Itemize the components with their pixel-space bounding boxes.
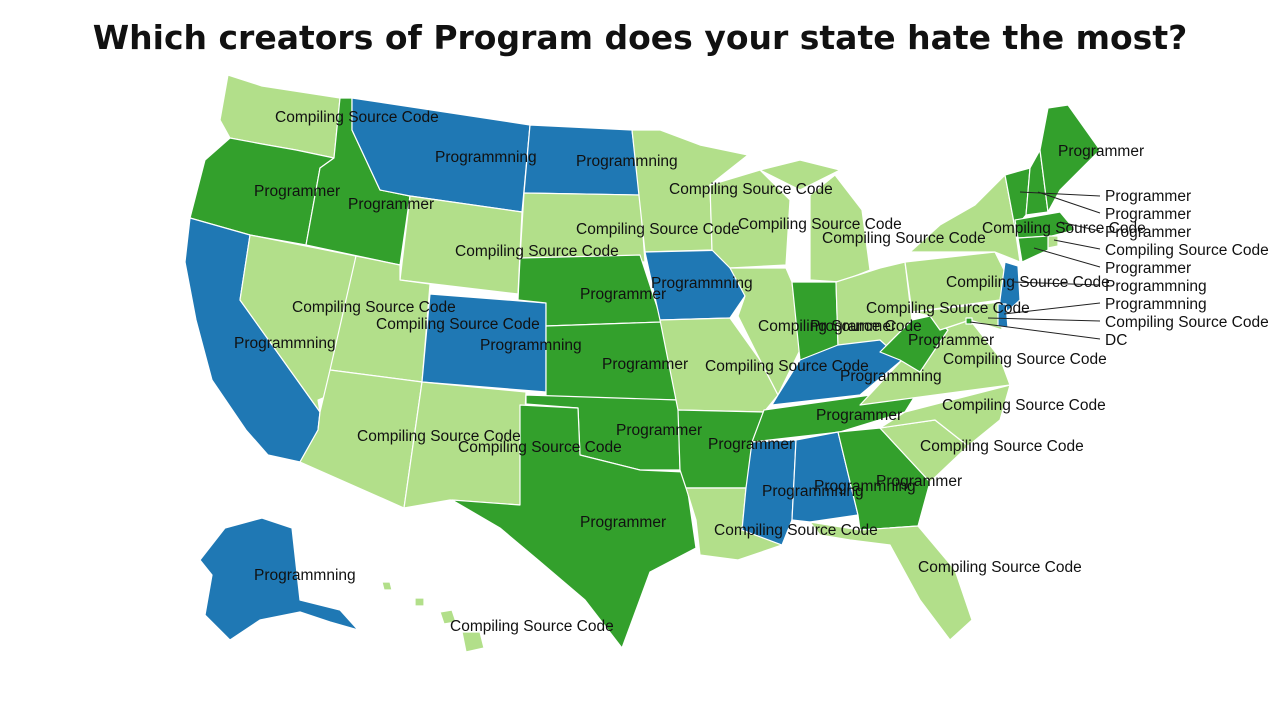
state-label-georgia: Programmer (876, 473, 962, 490)
state-label-new-jersey: Programmning (1105, 278, 1207, 295)
state-label-maryland: Compiling Source Code (1105, 314, 1269, 331)
leader-line-delaware (1003, 302, 1101, 315)
state-label-minnesota: Compiling Source Code (669, 181, 833, 198)
leader-line-maryland (987, 317, 1101, 322)
state-label-nevada: Compiling Source Code (292, 299, 456, 316)
state-hawaii[interactable] (381, 581, 485, 653)
state-label-michigan: Compiling Source Code (822, 230, 986, 247)
state-label-south-dakota: Compiling Source Code (576, 221, 740, 238)
state-label-delaware: Programmning (1105, 296, 1207, 313)
state-label-virginia: Compiling Source Code (943, 351, 1107, 368)
state-label-vermont: Programmer (1105, 188, 1191, 205)
state-label-west-virginia: Programmer (908, 332, 994, 349)
leader-line-dc (969, 321, 1101, 340)
leader-lines (969, 191, 1101, 340)
state-label-new-mexico: Compiling Source Code (458, 439, 622, 456)
state-label-pennsylvania: Compiling Source Code (946, 274, 1110, 291)
leader-line-connecticut (1033, 247, 1101, 268)
leader-line-rhode-island (1053, 239, 1101, 250)
state-label-arkansas: Programmer (708, 436, 794, 453)
state-alabama[interactable] (791, 431, 859, 523)
state-label-hawaii: Compiling Source Code (450, 618, 614, 635)
state-rhode-island[interactable] (1047, 235, 1059, 249)
state-label-wyoming: Compiling Source Code (455, 243, 619, 260)
state-connecticut[interactable] (1017, 235, 1049, 263)
map-title: Which creators of Program does your stat… (92, 18, 1188, 57)
state-label-mississippi: Programmning (762, 483, 864, 500)
state-label-iowa: Programmning (651, 275, 753, 292)
state-label-california: Programmning (234, 335, 336, 352)
state-label-idaho: Programmer (348, 196, 434, 213)
state-michigan[interactable] (759, 159, 871, 283)
state-label-new-york: Compiling Source Code (982, 220, 1146, 237)
state-label-kentucky: Programmning (840, 368, 942, 385)
state-new-york[interactable] (909, 174, 1021, 263)
leader-line-vermont (1019, 191, 1101, 197)
state-label-indiana: Programmer (810, 318, 896, 335)
state-label-montana: Programmning (435, 149, 537, 166)
state-shapes (184, 74, 1101, 653)
state-label-new-hampshire: Programmer (1105, 206, 1191, 223)
state-texas[interactable] (451, 404, 697, 649)
state-maine[interactable] (1039, 104, 1101, 213)
state-label-maine: Programmer (1058, 143, 1144, 160)
state-label-rhode-island: Compiling Source Code (1105, 242, 1269, 259)
state-massachusetts[interactable] (1014, 211, 1076, 239)
state-south-dakota[interactable] (519, 192, 646, 263)
state-labels: Compiling Source Code Programmer Program… (234, 109, 1269, 635)
state-florida[interactable] (809, 521, 973, 641)
state-label-utah: Compiling Source Code (376, 316, 540, 333)
state-label-oregon: Programmer (254, 183, 340, 200)
state-label-alaska: Programmning (254, 567, 356, 584)
state-label-alabama: Programmning (814, 478, 916, 495)
state-label-oklahoma: Programmer (616, 422, 702, 439)
state-label-north-dakota: Programmning (576, 153, 678, 170)
state-label-nebraska: Programmer (580, 286, 666, 303)
state-label-texas: Programmer (580, 514, 666, 531)
state-label-illinois: Compiling Source Code (758, 318, 922, 335)
leader-line-new-hampshire (1037, 191, 1101, 214)
state-kentucky[interactable] (771, 339, 903, 406)
state-label-ohio: Compiling Source Code (866, 300, 1030, 317)
state-label-louisiana: Compiling Source Code (714, 522, 878, 539)
state-label-florida: Compiling Source Code (918, 559, 1082, 576)
state-label-missouri: Compiling Source Code (705, 358, 869, 375)
leader-line-new-jersey (1013, 281, 1101, 286)
state-label-north-carolina: Compiling Source Code (942, 397, 1106, 414)
state-label-arizona: Compiling Source Code (357, 428, 521, 445)
state-label-colorado: Programmning (480, 337, 582, 354)
state-label-dc: DC (1105, 332, 1127, 349)
state-label-tennessee: Programmer (816, 407, 902, 424)
state-label-connecticut: Programmer (1105, 260, 1191, 277)
state-label-washington: Compiling Source Code (275, 109, 439, 126)
state-alaska[interactable] (199, 517, 359, 641)
state-label-massachusetts: Programmer (1105, 224, 1191, 241)
state-label-kansas: Programmer (602, 356, 688, 373)
leader-line-massachusetts (1059, 221, 1101, 232)
state-label-wisconsin: Compiling Source Code (738, 216, 902, 233)
state-west-virginia[interactable] (879, 315, 949, 373)
state-dc[interactable] (965, 317, 973, 325)
state-label-south-carolina: Compiling Source Code (920, 438, 1084, 455)
